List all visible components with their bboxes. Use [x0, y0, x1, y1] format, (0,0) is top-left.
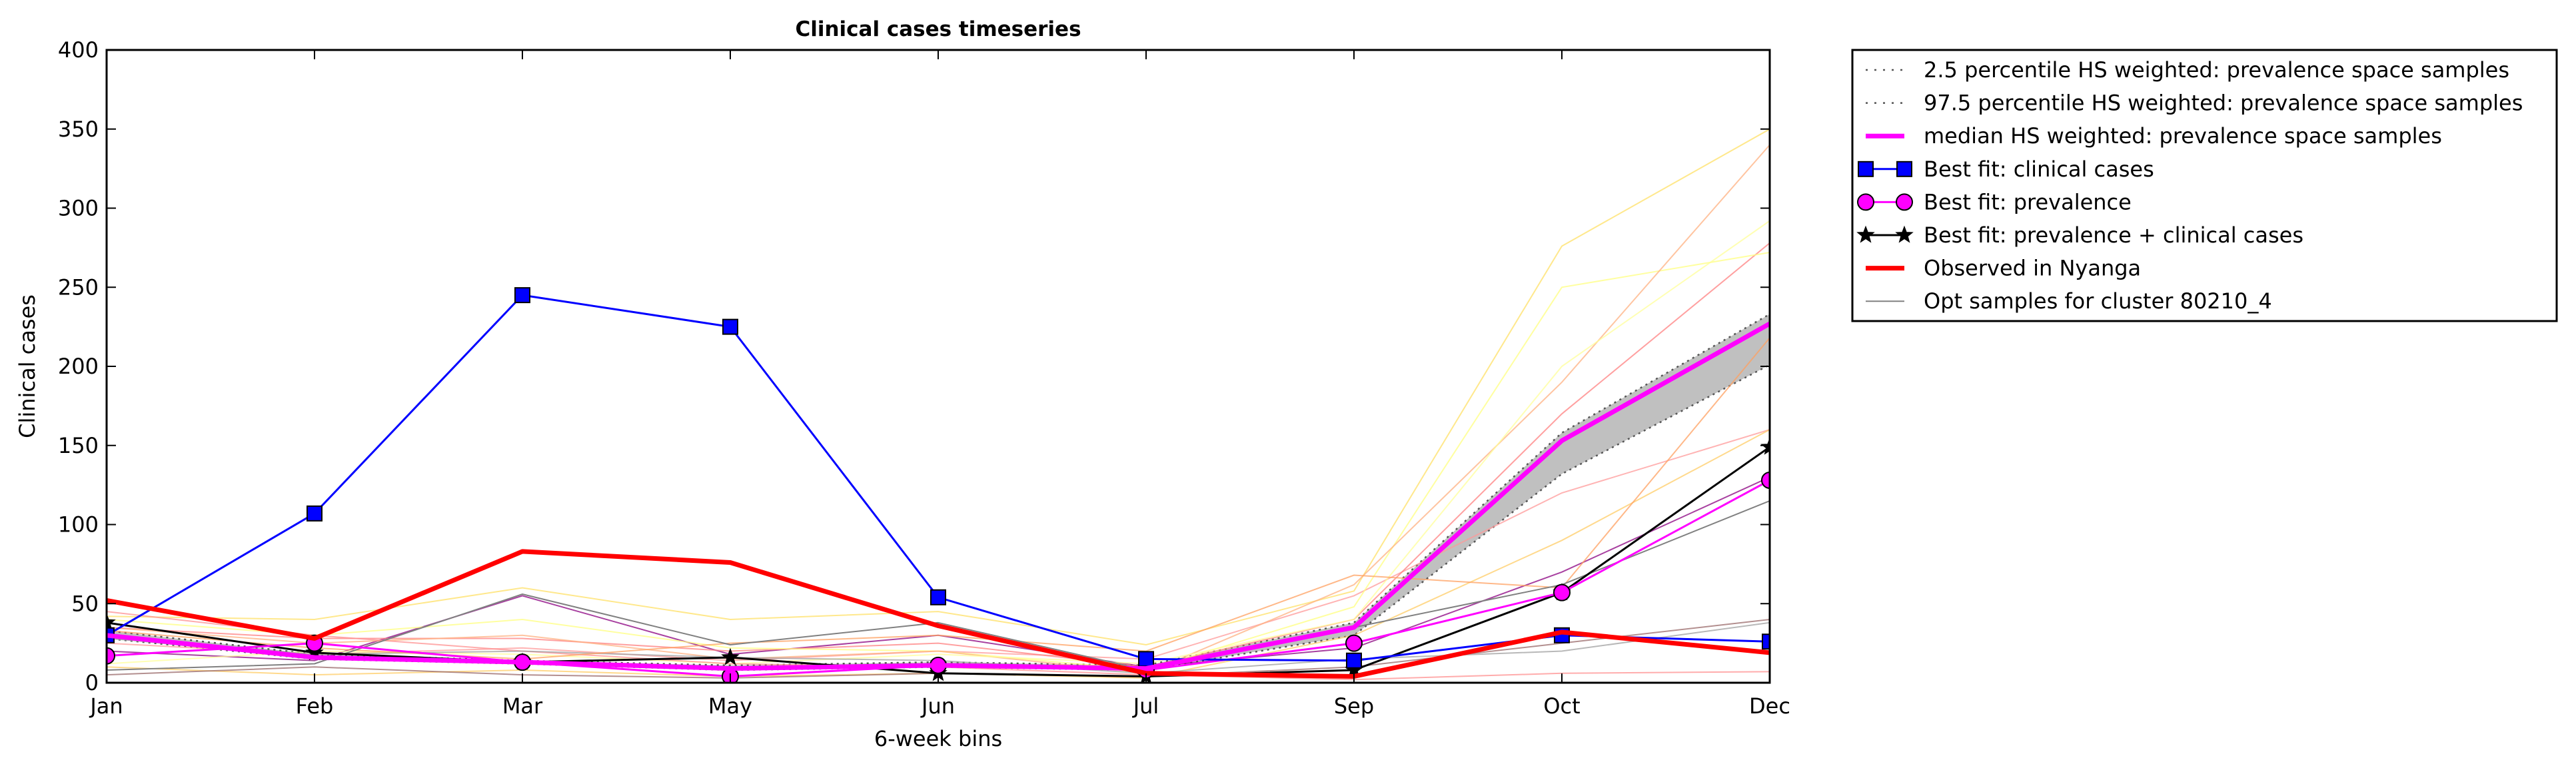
clinical-point	[1138, 651, 1154, 667]
legend-item: Best fit: prevalence	[1857, 189, 2132, 214]
clinical-point	[307, 505, 322, 522]
x-axis-label: 6-week bins	[874, 726, 1002, 751]
legend-label: Best fit: prevalence	[1924, 189, 2132, 214]
series-layer	[107, 287, 1770, 683]
y-tick-label: 0	[85, 670, 99, 695]
prevalence-point	[107, 647, 115, 665]
opt-sample-named-line	[107, 500, 1770, 671]
y-tick-label: 250	[58, 274, 99, 300]
y-tick-label: 200	[58, 354, 99, 379]
y-tick-label: 350	[58, 117, 99, 142]
legend-item: 2.5 percentile HS weighted: prevalence s…	[1866, 57, 2509, 83]
clinical-point	[722, 318, 738, 335]
y-tick-label: 100	[58, 512, 99, 538]
legend-marker	[1858, 161, 1874, 177]
combined-point	[1760, 437, 1770, 455]
prevalence-point	[1345, 634, 1363, 652]
legend-item: Observed in Nyanga	[1866, 256, 2141, 281]
opt-sample-line	[107, 242, 1770, 668]
y-axis: 0 50 100 150 200 250 300 350 400	[58, 37, 1770, 695]
plot-area	[107, 128, 1770, 683]
x-tick-label: Mar	[502, 693, 543, 719]
legend-label: Opt samples for cluster 80210_4	[1924, 288, 2272, 314]
clinical-point	[1762, 633, 1770, 650]
x-tick-label: Feb	[296, 693, 334, 719]
x-tick-label: Jul	[1132, 693, 1159, 719]
legend-marker	[1856, 225, 1875, 243]
legend-item: 97.5 percentile HS weighted: prevalence …	[1866, 91, 2523, 116]
x-tick-label: Jan	[89, 693, 123, 719]
x-tick-label: Dec	[1749, 693, 1790, 719]
legend-item: Opt samples for cluster 80210_4	[1866, 288, 2272, 314]
legend-item: Best fit: prevalence + clinical cases	[1856, 222, 2303, 248]
clinical-point	[930, 589, 946, 605]
legend-label: median HS weighted: prevalence space sam…	[1924, 123, 2442, 149]
chart-title: Clinical cases timeseries	[795, 17, 1081, 41]
x-axis: Jan Feb Mar May Jun Jul Sep Oct Dec	[89, 50, 1790, 719]
legend-label: Best fit: prevalence + clinical cases	[1924, 222, 2303, 248]
x-tick-label: May	[708, 693, 752, 719]
combined-point	[721, 647, 740, 665]
legend-label: 97.5 percentile HS weighted: prevalence …	[1924, 91, 2523, 116]
legend-label: Observed in Nyanga	[1924, 256, 2141, 281]
y-tick-label: 300	[58, 196, 99, 221]
prevalence-point	[1761, 472, 1770, 489]
legend-items: 2.5 percentile HS weighted: prevalence s…	[1856, 57, 2523, 314]
y-tick-label: 50	[71, 591, 99, 616]
percentile-band-layer	[107, 313, 1770, 671]
percentile-97-5-line	[107, 313, 1770, 667]
clinical-point	[514, 287, 530, 304]
legend-marker	[1857, 193, 1874, 211]
legend-marker	[1896, 193, 1913, 211]
opt-sample-line	[107, 337, 1770, 660]
legend-label: Best fit: clinical cases	[1924, 157, 2154, 182]
legend-item: Best fit: clinical cases	[1858, 157, 2154, 182]
x-tick-label: Oct	[1543, 693, 1580, 719]
legend-box	[1851, 49, 2558, 322]
combined-point	[107, 613, 116, 631]
legend-item: median HS weighted: prevalence space sam…	[1866, 123, 2442, 149]
legend-marker	[1895, 225, 1914, 243]
legend-marker	[1896, 161, 1912, 177]
clinical-point	[1346, 652, 1362, 669]
observed-line	[107, 549, 1770, 679]
y-tick-label: 150	[58, 433, 99, 458]
y-axis-label: Clinical cases	[15, 294, 40, 438]
legend: 2.5 percentile HS weighted: prevalence s…	[1851, 49, 2558, 322]
prevalence-point	[1553, 583, 1571, 601]
x-tick-label: Sep	[1334, 693, 1374, 719]
x-tick-label: Jun	[920, 693, 955, 719]
median-line	[107, 321, 1770, 671]
y-tick-label: 400	[58, 37, 99, 63]
legend-label: 2.5 percentile HS weighted: prevalence s…	[1924, 57, 2509, 83]
